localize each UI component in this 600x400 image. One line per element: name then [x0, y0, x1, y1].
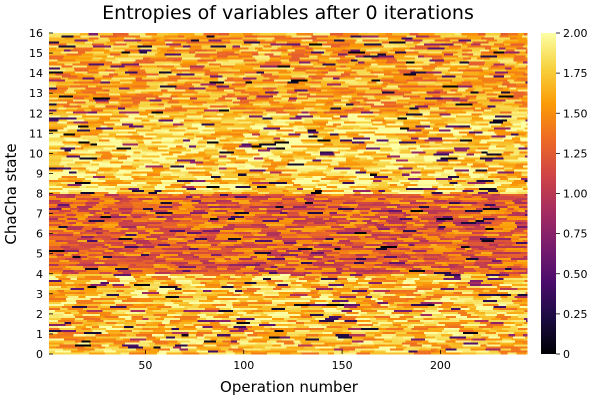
y-tick-label: 7 [36, 208, 43, 221]
x-tick-label: 100 [233, 359, 254, 372]
y-tick-label: 12 [29, 107, 43, 120]
x-axis-ticks: 50 100 150 200 [138, 350, 451, 372]
y-tick-label: 6 [36, 228, 43, 241]
y-tick-label: 11 [29, 127, 43, 140]
chart-title: Entropies of variables after 0 iteration… [102, 2, 474, 24]
colorbar [541, 33, 556, 354]
y-tick-label: 10 [29, 147, 43, 160]
y-tick-label: 14 [29, 67, 43, 80]
y-axis-label: ChaCha state [2, 143, 20, 244]
colorbar-tick-label: 0.75 [563, 228, 588, 241]
y-tick-label: 0 [36, 348, 43, 361]
y-tick-label: 13 [29, 87, 43, 100]
y-tick-label: 15 [29, 47, 43, 60]
heatmap-plot-area [49, 33, 528, 355]
x-axis-label: Operation number [220, 378, 359, 396]
colorbar-ticks: 0 0.25 0.50 0.75 1.00 1.25 1.50 1.75 2.00 [556, 27, 588, 361]
colorbar-tick-label: 1.50 [563, 107, 588, 120]
colorbar-tick-label: 0 [563, 348, 570, 361]
colorbar-tick-label: 0.50 [563, 268, 588, 281]
y-tick-label: 1 [36, 328, 43, 341]
colorbar-tick-label: 1.00 [563, 188, 588, 201]
y-tick-label: 8 [36, 188, 43, 201]
y-tick-label: 2 [36, 308, 43, 321]
y-tick-label: 3 [36, 288, 43, 301]
y-tick-label: 4 [36, 268, 43, 281]
colorbar-tick-label: 0.25 [563, 308, 588, 321]
x-tick-label: 200 [430, 359, 451, 372]
y-tick-label: 9 [36, 167, 43, 180]
x-tick-label: 50 [138, 359, 152, 372]
x-tick-label: 150 [332, 359, 353, 372]
y-tick-label: 16 [29, 27, 43, 40]
colorbar-tick-label: 1.25 [563, 147, 588, 160]
colorbar-tick-label: 2.00 [563, 27, 588, 40]
y-tick-label: 5 [36, 248, 43, 261]
colorbar-tick-label: 1.75 [563, 67, 588, 80]
